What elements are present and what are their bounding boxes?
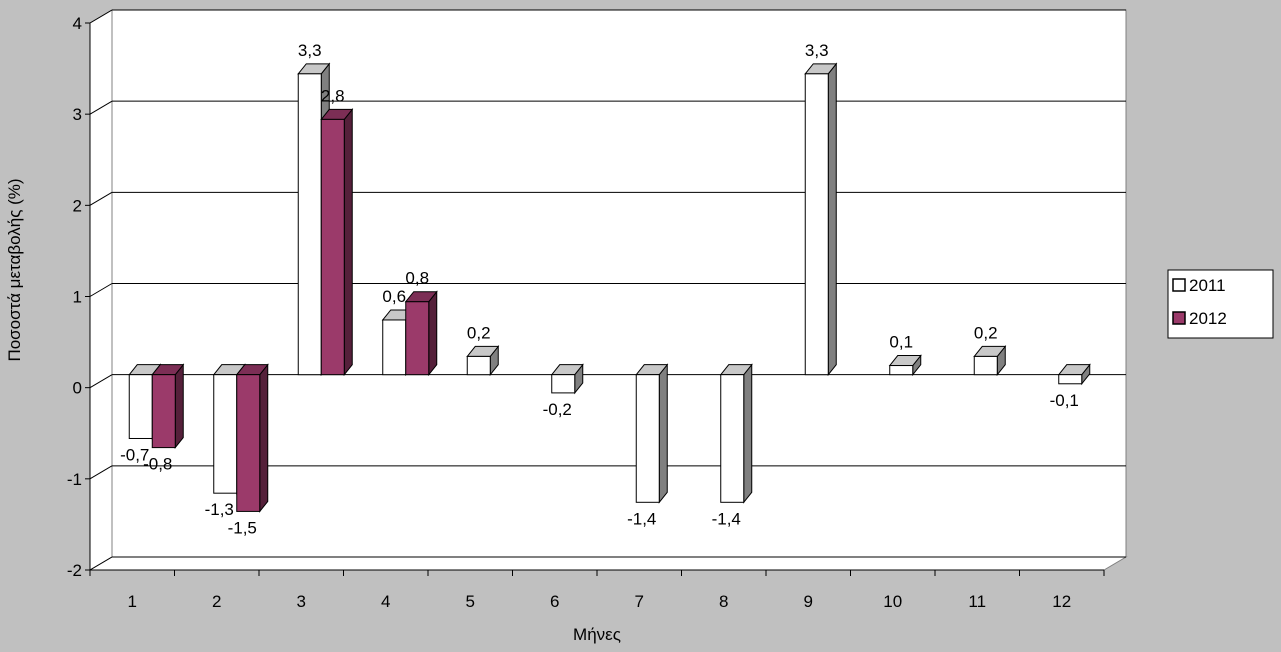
data-label: 3,3 <box>298 41 322 60</box>
data-label: 2,8 <box>321 86 345 105</box>
x-tick-label: 8 <box>719 592 728 611</box>
y-tick-label: 3 <box>73 105 82 124</box>
data-label: -1,4 <box>627 509 656 528</box>
gridline-side <box>89 100 113 115</box>
data-label: -0,1 <box>1050 391 1079 410</box>
data-label: 0,2 <box>467 323 491 342</box>
y-tick-label: -2 <box>67 561 82 580</box>
data-label: -0,2 <box>543 400 572 419</box>
gridline-side <box>89 465 113 480</box>
bar-front <box>1058 374 1083 385</box>
bar-front <box>236 374 261 512</box>
bar-2012-4 <box>404 290 438 377</box>
data-label: 0,2 <box>974 323 998 342</box>
gridline-side <box>89 283 113 297</box>
gridline-side <box>89 374 113 389</box>
bar-2011-9 <box>804 62 838 377</box>
bar-2011-7 <box>635 363 669 504</box>
bar-side <box>428 290 438 377</box>
bar-front <box>551 374 576 394</box>
bar-front <box>213 374 238 494</box>
bar-front <box>973 355 998 376</box>
x-tick-label: 2 <box>212 592 221 611</box>
x-axis-title: Μήνες <box>573 625 621 644</box>
legend-swatch <box>1172 278 1186 292</box>
bar-2011-6 <box>550 363 584 395</box>
legend-label: 2011 <box>1189 276 1226 295</box>
x-tick-label: 9 <box>804 592 813 611</box>
bar-front <box>405 301 430 376</box>
bar-2012-1 <box>151 363 185 450</box>
bar-side <box>174 363 184 450</box>
bar-front <box>297 73 322 376</box>
x-tick-label: 7 <box>635 592 644 611</box>
data-label: -0,8 <box>143 455 172 474</box>
bar-front <box>804 73 829 376</box>
data-label: 3,3 <box>805 41 829 60</box>
bar-front <box>382 319 407 376</box>
bar-2011-10 <box>888 354 922 377</box>
bar-2011-11 <box>973 345 1007 377</box>
bar-front <box>889 365 914 376</box>
data-label: -1,3 <box>205 500 234 519</box>
legend-swatch <box>1172 311 1186 325</box>
data-label: -1,4 <box>712 509 741 528</box>
x-tick-label: 4 <box>381 592 390 611</box>
bar-2011-12 <box>1057 363 1091 386</box>
y-axis-title: Ποσοστά μεταβολής (%) <box>5 178 24 361</box>
y-tick-label: 4 <box>73 14 82 33</box>
y-tick-label: 0 <box>73 379 82 398</box>
bar-front <box>720 374 745 503</box>
data-label: -0,7 <box>120 445 149 464</box>
x-tick-label: 3 <box>297 592 306 611</box>
x-tick-label: 6 <box>550 592 559 611</box>
y-tick-label: 1 <box>73 288 82 307</box>
bar-front <box>151 374 176 449</box>
bar-2011-5 <box>466 345 500 377</box>
x-tick-label: 5 <box>466 592 475 611</box>
data-label: 0,1 <box>889 333 913 352</box>
gridline-side <box>89 556 113 571</box>
bar-front <box>466 355 491 376</box>
data-label: 0,6 <box>382 287 406 306</box>
bar-front <box>635 374 660 503</box>
data-label: -1,5 <box>228 518 257 537</box>
bar-2012-2 <box>235 363 269 513</box>
bar-side <box>343 107 353 377</box>
x-tick-label: 10 <box>883 592 902 611</box>
bar-front <box>128 374 153 439</box>
bar-side <box>658 363 668 504</box>
bar-side <box>827 62 837 377</box>
x-tick-label: 12 <box>1052 592 1071 611</box>
bar-2011-8 <box>719 363 753 504</box>
floor <box>88 556 1128 571</box>
gridline-side <box>89 191 113 206</box>
bar-2012-3 <box>320 107 354 377</box>
bar-side <box>259 363 269 513</box>
bar-side <box>743 363 753 504</box>
bar-front <box>320 118 345 376</box>
data-label: 0,8 <box>405 269 429 288</box>
x-tick-label: 1 <box>128 592 137 611</box>
y-tick-label: 2 <box>73 196 82 215</box>
y-tick-label: -1 <box>67 470 82 489</box>
gridline-side <box>89 9 113 24</box>
x-tick-label: 11 <box>968 592 986 611</box>
legend-label: 2012 <box>1189 309 1227 328</box>
